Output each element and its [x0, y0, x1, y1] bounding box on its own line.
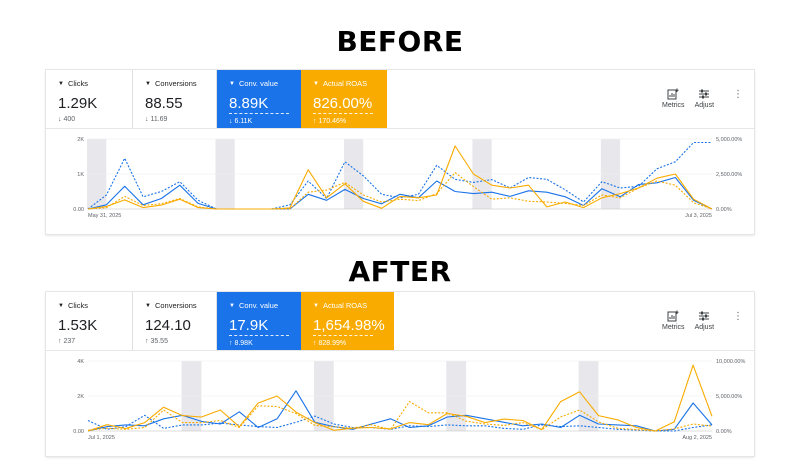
metric-cards: ▼ Clicks 1.53K ↑ 237 ▼ Conversions 124.10 …: [46, 292, 394, 350]
metric-cards: ▼ Clicks 1.29K ↓ 400 ▼ Conversions 88.55 ↓…: [46, 70, 387, 128]
series-line-orange-solid: [87, 364, 713, 432]
y-right-tick-label: 10,000.00%: [716, 359, 745, 365]
metrics-label: Metrics: [662, 324, 685, 331]
card-clicks[interactable]: ▼ Clicks 1.53K ↑ 237: [46, 292, 133, 350]
before-chart-svg: 2K 1K 0.00 5,000.00% 2,500.00% 0.00% May 31, 2…: [73, 137, 742, 219]
card-change: ↓ 400: [58, 116, 76, 123]
card-actual-roas[interactable]: ▼ Actual ROAS 1,654.98% ↑ 828.99%: [301, 292, 394, 350]
card-conv-value[interactable]: ▼ Conv. value 8.89K ↓ 6.11K: [217, 70, 301, 128]
card-value: 1.29K: [58, 95, 98, 112]
card-change: ↑ 170.46%: [313, 118, 347, 125]
card-value: 1,654.98%: [313, 317, 385, 334]
dashed-underline: [313, 113, 373, 114]
adjust-button[interactable]: Adjust: [695, 310, 714, 331]
series-line-blue-dashed: [87, 141, 712, 210]
y-left-tick-label: 0.00: [73, 207, 84, 213]
y-right-tick-label: 5,000.00%: [716, 394, 742, 400]
card-conv-value[interactable]: ▼ Conv. value 17.9K ↑ 8.98K: [217, 292, 301, 350]
series-line-blue-dashed: [87, 414, 713, 432]
y-right-tick-label: 5,000.00%: [716, 137, 742, 143]
card-label: Conv. value: [238, 301, 279, 310]
caret-down-icon[interactable]: ▼: [145, 302, 151, 309]
series-line-blue-solid: [87, 176, 713, 210]
card-label: Clicks: [67, 79, 88, 88]
caret-down-icon[interactable]: ▼: [313, 80, 319, 87]
card-value: 88.55: [145, 95, 183, 112]
chart-tools: Metrics Adjust: [662, 310, 714, 331]
chart-tools: Metrics Adjust: [662, 88, 714, 109]
after-heading: AFTER: [348, 255, 452, 288]
card-value: 124.10: [145, 317, 191, 334]
y-left-tick-label: 4K: [77, 359, 84, 365]
more-options-icon[interactable]: ⋮: [733, 89, 743, 100]
metrics-button[interactable]: Metrics: [662, 88, 685, 109]
adjust-label: Adjust: [694, 324, 715, 331]
after-chart: 4K 2K 0.00 10,000.00% 5,000.00% 0.00% Jul 1, 2…: [46, 350, 754, 443]
series-line-orange-dashed: [87, 401, 713, 432]
y-left-tick-label: 1K: [77, 172, 84, 178]
card-value: 17.9K: [229, 317, 269, 334]
before-panel: ▼ Clicks 1.29K ↓ 400 ▼ Conversions 88.55 ↓…: [46, 70, 754, 234]
card-label: Actual ROAS: [322, 79, 368, 88]
x-end-label: Jul 3, 2025: [685, 213, 712, 219]
before-heading: BEFORE: [336, 25, 464, 58]
caret-down-icon[interactable]: ▼: [58, 302, 64, 309]
card-label: Clicks: [67, 301, 88, 310]
after-chart-svg: 4K 2K 0.00 10,000.00% 5,000.00% 0.00% Jul 1, 2…: [73, 359, 745, 441]
card-change: ↑ 35.55: [145, 338, 168, 345]
chart-add-icon: [667, 310, 679, 322]
y-right-tick-label: 2,500.00%: [716, 172, 742, 178]
caret-down-icon[interactable]: ▼: [145, 80, 151, 87]
more-options-icon[interactable]: ⋮: [733, 311, 743, 322]
caret-down-icon[interactable]: ▼: [313, 302, 319, 309]
card-label: Conversions: [154, 301, 197, 310]
y-right-tick-label: 0.00%: [716, 429, 732, 435]
x-end-label: Aug 2, 2025: [682, 435, 712, 441]
chart-add-icon: [667, 88, 679, 100]
y-left-tick-label: 2K: [77, 137, 84, 143]
metrics-button[interactable]: Metrics: [662, 310, 685, 331]
caret-down-icon[interactable]: ▼: [58, 80, 64, 87]
card-change: ↓ 6.11K: [229, 118, 253, 125]
card-label: Conv. value: [238, 79, 279, 88]
metrics-label: Metrics: [662, 102, 685, 109]
card-value: 8.89K: [229, 95, 269, 112]
before-chart: 2K 1K 0.00 5,000.00% 2,500.00% 0.00% May 31, 2…: [46, 128, 754, 221]
card-conversions[interactable]: ▼ Conversions 88.55 ↓ 11.69: [133, 70, 217, 128]
card-label: Actual ROAS: [322, 301, 368, 310]
series-line-blue-solid: [87, 390, 713, 432]
card-actual-roas[interactable]: ▼ Actual ROAS 826.00% ↑ 170.46%: [301, 70, 387, 128]
y-right-tick-label: 0.00%: [716, 207, 732, 213]
dashed-underline: [229, 335, 289, 336]
caret-down-icon[interactable]: ▼: [229, 80, 235, 87]
after-panel: ▼ Clicks 1.53K ↑ 237 ▼ Conversions 124.10 …: [46, 292, 754, 456]
tune-icon: [699, 311, 710, 321]
card-conversions[interactable]: ▼ Conversions 124.10 ↑ 35.55: [133, 292, 217, 350]
y-left-tick-label: 2K: [77, 394, 84, 400]
caret-down-icon[interactable]: ▼: [229, 302, 235, 309]
card-value: 1.53K: [58, 317, 98, 334]
card-change: ↑ 8.98K: [229, 340, 253, 347]
adjust-label: Adjust: [694, 102, 715, 109]
tune-icon: [699, 89, 710, 99]
card-change: ↑ 237: [58, 338, 76, 345]
x-start-label: May 31, 2025: [88, 213, 121, 219]
card-change: ↑ 828.99%: [313, 340, 347, 347]
dashed-underline: [313, 335, 373, 336]
card-clicks[interactable]: ▼ Clicks 1.29K ↓ 400: [46, 70, 133, 128]
card-value: 826.00%: [313, 95, 373, 112]
series-line-orange-solid: [87, 145, 713, 210]
y-left-tick-label: 0.00: [73, 429, 84, 435]
card-change: ↓ 11.69: [145, 116, 168, 123]
dashed-underline: [229, 113, 289, 114]
adjust-button[interactable]: Adjust: [695, 88, 714, 109]
card-label: Conversions: [154, 79, 197, 88]
x-start-label: Jul 1, 2025: [88, 435, 115, 441]
